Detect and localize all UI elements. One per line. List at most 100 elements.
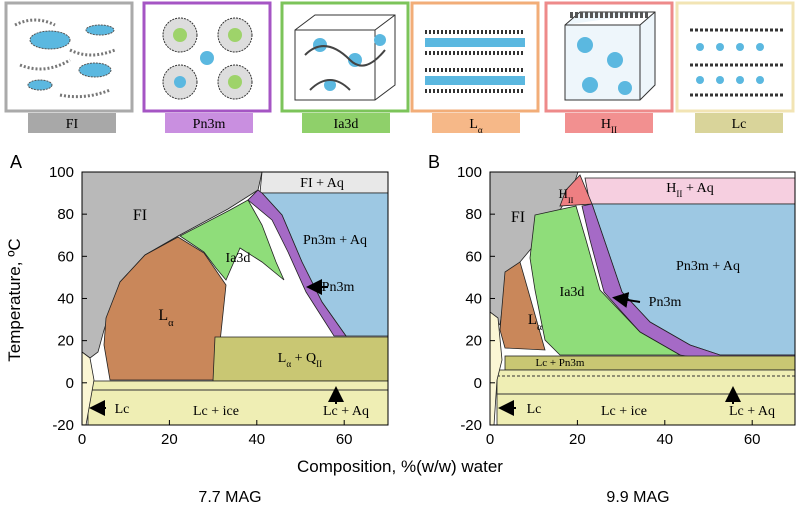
- label-text: Lc: [527, 402, 542, 417]
- label-text: L: [278, 351, 287, 366]
- y-tick-label: 60: [465, 248, 482, 265]
- y-tick-label: 80: [465, 206, 482, 223]
- label: Pn3m: [193, 117, 226, 132]
- label: Lc + ice: [193, 404, 239, 419]
- label: Lc + Pn3m: [536, 357, 585, 369]
- y-tick-label: 20: [465, 333, 482, 350]
- label-text: FI: [66, 117, 79, 132]
- phase-label-bars: [28, 113, 783, 133]
- label-text: + Aq: [682, 181, 713, 196]
- x-tick-label: 0: [78, 431, 86, 448]
- label-text: H: [666, 181, 676, 196]
- label-text: Lc + Aq: [729, 404, 775, 419]
- label: Ia3d: [334, 117, 359, 132]
- x-tick-label: 60: [744, 431, 761, 448]
- label-text: Pn3m + Aq: [303, 233, 367, 248]
- subscript: II: [568, 195, 574, 205]
- label: Pn3m: [649, 295, 682, 310]
- label-text: FI: [511, 209, 525, 226]
- label: Ia3d: [226, 251, 251, 266]
- y-tick-label: 40: [57, 290, 74, 307]
- x-tick-label: 0: [486, 431, 494, 448]
- x-tick-label: 40: [248, 431, 265, 448]
- label: FI: [133, 207, 147, 224]
- y-tick-label: 20: [57, 333, 74, 350]
- label-text: H: [558, 186, 567, 201]
- label-text: L: [469, 117, 478, 132]
- label: HII + Aq: [666, 181, 713, 199]
- label: Lα: [469, 117, 483, 135]
- label: HII: [601, 117, 617, 135]
- icon-box: [675, 1, 795, 113]
- label: Lc: [527, 402, 542, 417]
- label-text: Lc + Pn3m: [536, 357, 585, 369]
- label: Pn3m + Aq: [303, 233, 367, 248]
- label: Lc + Aq: [729, 404, 775, 419]
- x-axis-title: Composition, %(w/w) water: [297, 457, 503, 476]
- label-text: Ia3d: [334, 117, 359, 132]
- label: Pn3m: [322, 280, 355, 295]
- label: HII: [558, 186, 573, 205]
- x-tick-label: 60: [336, 431, 353, 448]
- label-text: Pn3m: [193, 117, 226, 132]
- label-text: L: [158, 307, 168, 324]
- x-tick-label: 20: [569, 431, 586, 448]
- label: Ia3d: [560, 285, 585, 300]
- subscript: α: [478, 125, 483, 135]
- panel-a: [81, 171, 389, 426]
- y-tick-label: 80: [57, 206, 74, 223]
- label-text: + Q: [291, 351, 316, 366]
- label-text: Ia3d: [226, 251, 251, 266]
- x-tick-label: 40: [656, 431, 673, 448]
- label: Lc + Aq: [323, 404, 369, 419]
- icon-box: [4, 1, 134, 113]
- label: Lc: [115, 402, 130, 417]
- label: FI: [511, 209, 525, 226]
- label-text: FI + Aq: [300, 176, 344, 191]
- label-text: H: [601, 117, 611, 132]
- label-text: Ia3d: [560, 285, 585, 300]
- y-tick-label: 0: [474, 375, 482, 392]
- label: Lc + ice: [601, 404, 647, 419]
- label: Lα + QII: [278, 351, 322, 369]
- label: Lc: [732, 117, 747, 132]
- label: Pn3m + Aq: [676, 259, 740, 274]
- panel-letter: B: [428, 152, 440, 172]
- label-text: L: [528, 312, 537, 328]
- subscript: II: [611, 125, 617, 135]
- y-tick-label: 100: [457, 164, 482, 181]
- label-text: Lc + Aq: [323, 404, 369, 419]
- y-tick-label: 100: [49, 164, 74, 181]
- icon-fi: [27, 24, 115, 91]
- label-text: Pn3m + Aq: [676, 259, 740, 274]
- label: FI + Aq: [300, 176, 344, 191]
- label: Lα: [158, 307, 174, 329]
- label-text: Lc + ice: [193, 404, 239, 419]
- y-tick-label: -20: [460, 417, 482, 434]
- y-tick-label: -20: [52, 417, 74, 434]
- label: FI: [66, 117, 79, 132]
- subscript: α: [286, 359, 291, 369]
- y-tick-label: 40: [465, 290, 482, 307]
- y-axis-title: Temperature, ºC: [5, 238, 24, 361]
- panel-caption: 9.9 MAG: [606, 489, 669, 506]
- x-tick-label: 20: [161, 431, 178, 448]
- panel-letter: A: [10, 152, 22, 172]
- icon-box: [410, 1, 540, 113]
- label-text: Lc + ice: [601, 404, 647, 419]
- subscript: II: [676, 189, 682, 199]
- panel-caption: 7.7 MAG: [198, 489, 261, 506]
- y-tick-label: 0: [66, 375, 74, 392]
- panel-b: [489, 171, 796, 426]
- phase-icons: [4, 1, 795, 133]
- subscript: II: [316, 359, 322, 369]
- label-text: Pn3m: [322, 280, 355, 295]
- label-text: FI: [133, 207, 147, 224]
- subscript: α: [168, 318, 174, 329]
- y-tick-label: 60: [57, 248, 74, 265]
- label-text: Pn3m: [649, 295, 682, 310]
- label-text: Lc: [115, 402, 130, 417]
- subscript: α: [537, 322, 542, 333]
- label-text: Lc: [732, 117, 747, 132]
